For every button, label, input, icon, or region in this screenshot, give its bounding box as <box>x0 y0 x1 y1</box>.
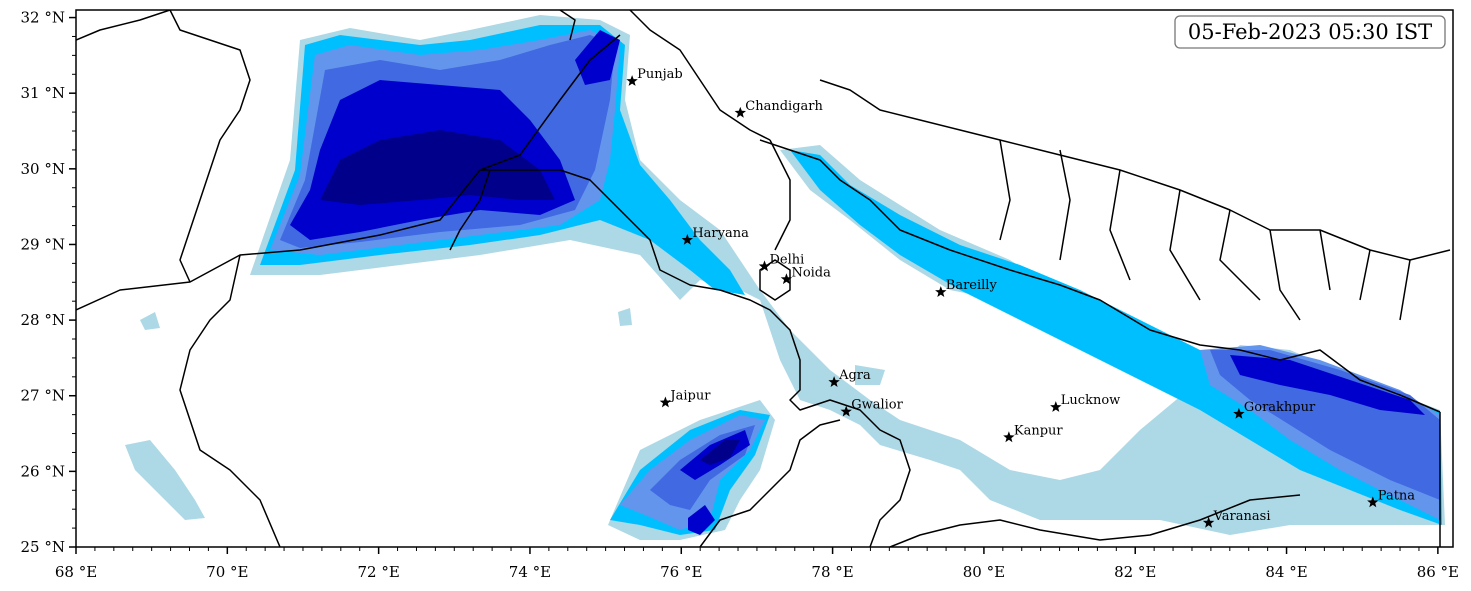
x-tick-label: 76 °E <box>660 563 702 581</box>
city-label-punjab: Punjab <box>637 67 683 82</box>
x-tick-label: 72 °E <box>357 563 399 581</box>
india-state-border-up-north <box>759 139 1441 413</box>
city-label-lucknow: Lucknow <box>1061 393 1121 408</box>
city-label-haryana: Haryana <box>692 226 749 241</box>
y-tick-label: 26 °N <box>21 462 65 480</box>
precipitation-layer-6 <box>320 130 740 465</box>
city-star-haryana <box>681 233 693 245</box>
city-label-agra: Agra <box>838 368 871 383</box>
y-tick-label: 27 °N <box>21 387 65 405</box>
northern-borders <box>559 10 1451 261</box>
x-tick-label: 70 °E <box>206 563 248 581</box>
city-label-gorakhpur: Gorakhpur <box>1244 400 1316 415</box>
city-star-varanasi <box>1202 516 1215 528</box>
city-star-agra <box>828 376 840 387</box>
city-star-kanpur <box>1003 431 1015 443</box>
x-axis: 68 °E 70 °E 72 °E 74 °E 76 °E 78 °E 80 °E 82 °E… <box>55 547 1459 581</box>
city-star-gwalior <box>840 405 852 417</box>
city-label-varanasi: Varanasi <box>1213 509 1271 524</box>
y-tick-label: 31 °N <box>21 84 65 102</box>
city-label-noida: Noida <box>791 265 831 280</box>
x-tick-label: 78 °E <box>811 563 853 581</box>
y-tick-label: 25 °N <box>21 538 65 556</box>
x-tick-label: 86 °E <box>1417 563 1459 581</box>
plot-area <box>76 10 1451 547</box>
x-tick-label: 68 °E <box>55 563 97 581</box>
city-star-punjab <box>626 75 638 86</box>
city-label-bareilly: Bareilly <box>946 278 998 293</box>
city-star-jaipur <box>659 396 672 408</box>
y-tick-label: 30 °N <box>21 160 65 178</box>
boundaries <box>76 10 1451 547</box>
india-state-border-central <box>699 419 841 547</box>
india-state-border-up-south <box>889 412 1441 547</box>
city-star-delhi <box>758 260 771 272</box>
city-star-lucknow <box>1050 401 1062 412</box>
plot-frame <box>75 9 1454 548</box>
city-label-delhi: Delhi <box>770 252 805 267</box>
city-star-gorakhpur <box>1233 407 1245 419</box>
nepal-districts <box>999 139 1411 321</box>
y-tick-label: 29 °N <box>21 235 65 253</box>
timestamp-label: 05-Feb-2023 05:30 IST <box>1188 20 1432 44</box>
india-state-border-haryana-delhi <box>759 259 791 301</box>
city-label-patna: Patna <box>1378 488 1416 503</box>
city-label-gwalior: Gwalior <box>851 398 903 413</box>
y-tick-label: 28 °N <box>21 311 65 329</box>
y-axis: 25 °N 26 °N 27 °N 28 °N 29 °N 30 °N 31 °N 32 °N <box>21 9 76 556</box>
pakistan-border <box>76 34 621 311</box>
pak-interior-borders <box>169 10 251 283</box>
x-tick-label: 84 °E <box>1265 563 1307 581</box>
x-tick-label: 74 °E <box>509 563 551 581</box>
city-label-kanpur: Kanpur <box>1014 423 1064 438</box>
city-label-jaipur: Jaipur <box>668 389 711 404</box>
timestamp-box: 05-Feb-2023 05:30 IST <box>1174 15 1446 49</box>
city-star-chandigarh <box>734 106 746 118</box>
india-state-border-rajasthan <box>179 254 281 547</box>
city-label-chandigarh: Chandigarh <box>745 99 823 114</box>
india-state-border-west <box>449 169 491 251</box>
timestamp-frame <box>1174 15 1446 49</box>
city-star-noida <box>780 273 793 285</box>
x-tick-label: 80 °E <box>963 563 1005 581</box>
city-star-patna <box>1367 496 1379 508</box>
india-state-border-punjab-haryana <box>480 169 911 547</box>
y-tick-label: 32 °N <box>21 9 65 27</box>
x-tick-label: 82 °E <box>1114 563 1156 581</box>
pak-west-border <box>76 10 171 41</box>
city-star-bareilly <box>935 286 947 297</box>
